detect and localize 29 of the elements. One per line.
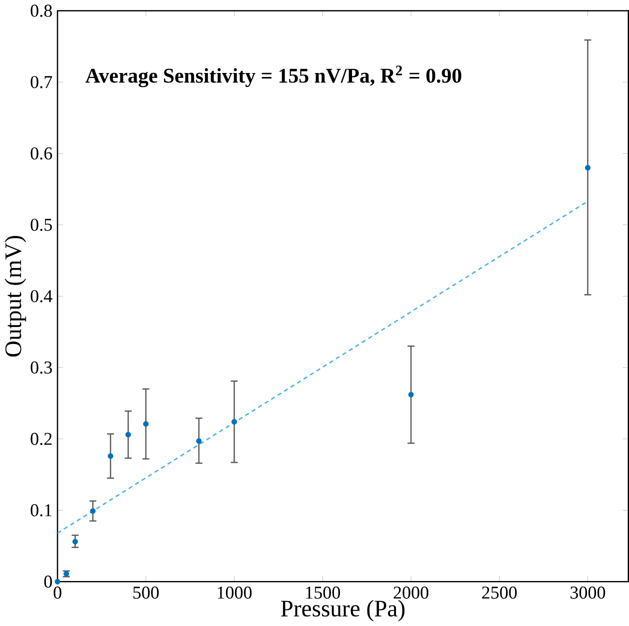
y-tick-label: 0.3 [30,361,52,374]
y-tick-label: 0.2 [30,432,52,446]
point [72,538,78,544]
y-tick-label: 0.5 [30,218,52,231]
x-tick-label: 0 [54,586,62,599]
y-axis-title: Output (mV) [4,236,26,357]
y-tick-label: 0.1 [30,504,52,516]
x-tick-label: 500 [133,586,159,599]
x-axis-title: Pressure (Pa) [280,600,404,622]
point [108,453,114,459]
text: Average Sensitivity = 155 nV/Pa, R$^{2}$ = 0.90 [85,66,462,88]
point [54,578,60,584]
point [408,392,414,398]
point [196,438,202,444]
point [143,421,149,427]
x-tick-label: 1000 [218,586,252,599]
point [125,432,131,438]
y-tick-label: 0.7 [30,76,52,88]
y-tick-label: 0.6 [30,147,52,160]
x-tick-label: 3000 [570,586,606,599]
y-tick-label: 0 [44,576,52,588]
x-tick-label: 1500 [306,586,340,599]
point [231,419,238,425]
point [584,164,591,171]
point [90,508,96,514]
x-tick-label: 2000 [394,586,428,599]
y-tick-label: 0.8 [30,4,52,17]
x-tick-label: 2500 [482,586,517,599]
y-tick-label: 0.4 [30,290,52,302]
